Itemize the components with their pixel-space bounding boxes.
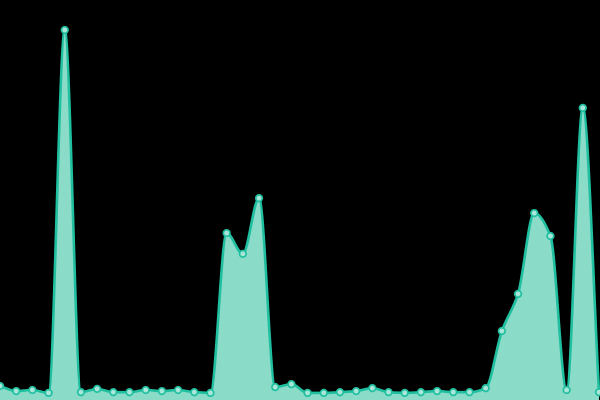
- area-fill: [0, 30, 599, 400]
- data-point-marker: [368, 384, 377, 393]
- data-point-marker: [173, 385, 183, 395]
- data-point-marker: [190, 388, 199, 397]
- data-point-marker: [28, 385, 37, 395]
- data-point-marker: [238, 249, 247, 259]
- data-point-marker: [303, 388, 312, 398]
- data-point-marker: [416, 388, 426, 397]
- data-point-marker: [513, 289, 523, 299]
- data-point-marker: [76, 388, 86, 397]
- data-point-marker: [449, 388, 458, 397]
- data-point-marker: [530, 208, 539, 218]
- data-point-marker: [109, 388, 118, 397]
- data-point-marker: [141, 385, 150, 395]
- data-point-marker: [352, 386, 361, 396]
- data-point-marker: [125, 388, 134, 397]
- data-point-marker: [222, 228, 231, 238]
- data-point-marker: [335, 388, 345, 397]
- data-point-marker: [319, 388, 328, 398]
- data-point-marker: [287, 380, 296, 389]
- data-point-marker: [157, 386, 167, 396]
- data-point-marker: [254, 194, 264, 203]
- data-point-marker: [384, 388, 393, 397]
- data-point-marker: [60, 25, 69, 35]
- data-point-marker: [44, 388, 53, 398]
- data-point-marker: [578, 103, 587, 113]
- data-point-marker: [546, 231, 555, 241]
- data-point-marker: [206, 388, 215, 398]
- data-point-marker: [400, 388, 409, 398]
- data-point-marker: [12, 386, 21, 396]
- data-point-marker: [594, 388, 600, 397]
- data-point-marker: [271, 382, 280, 392]
- data-point-marker: [92, 384, 102, 394]
- data-point-marker: [562, 385, 571, 395]
- data-point-marker: [481, 384, 490, 393]
- data-point-marker: [497, 326, 507, 336]
- data-point-marker: [465, 388, 474, 397]
- data-point-marker: [432, 386, 442, 396]
- data-point-marker: [0, 381, 5, 391]
